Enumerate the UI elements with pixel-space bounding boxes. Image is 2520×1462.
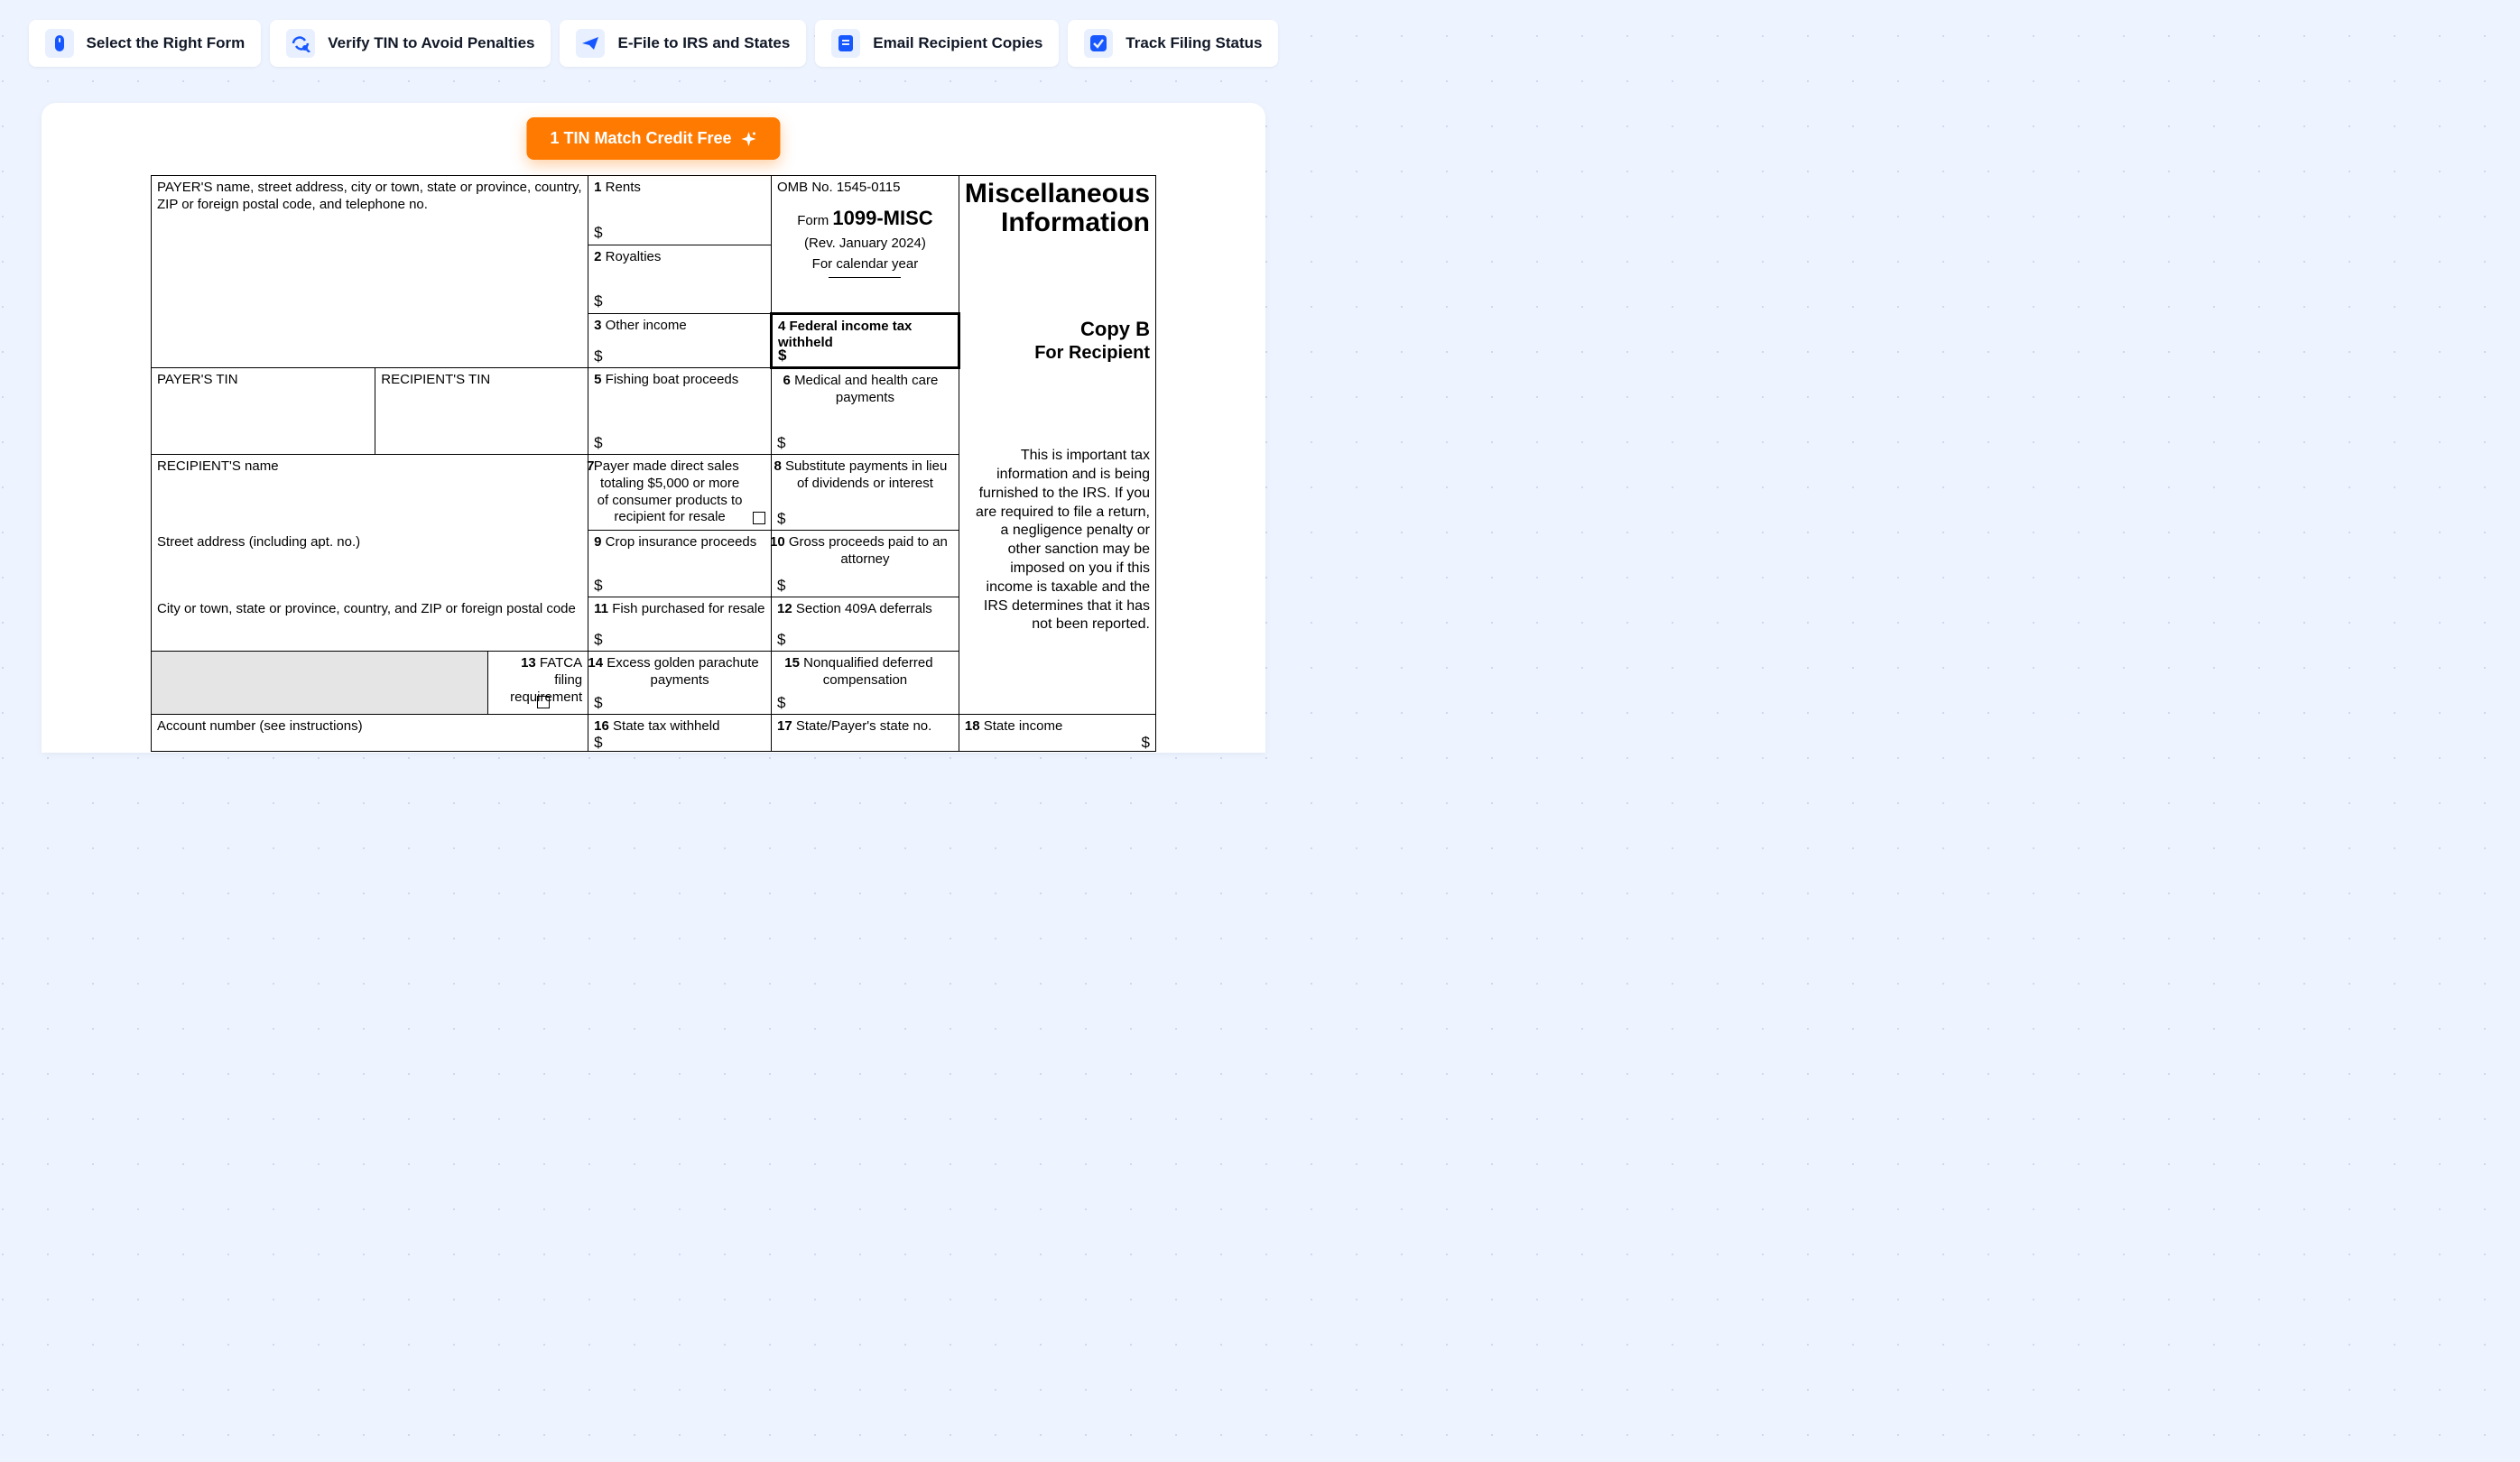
- cta-label: 1 TIN Match Credit Free: [550, 129, 731, 148]
- omb-number: OMB No. 1545-0115: [777, 180, 953, 197]
- check-icon: [1084, 29, 1113, 58]
- tab-email-copies[interactable]: Email Recipient Copies: [815, 20, 1059, 67]
- send-icon: [576, 29, 605, 58]
- box-5-label: Fishing boat proceeds: [606, 372, 739, 387]
- tab-label: Select the Right Form: [87, 34, 246, 52]
- mouse-icon: [45, 29, 74, 58]
- tab-label: Verify TIN to Avoid Penalties: [328, 34, 534, 52]
- box-15-label: Nonqualified deferred compensation: [803, 655, 932, 688]
- tab-bar: Select the Right Form Verify TIN to Avoi…: [0, 0, 1307, 67]
- recipient-tin-label: RECIPIENT'S TIN: [381, 372, 490, 387]
- box-16-label: State tax withheld: [613, 718, 719, 734]
- box-10-label: Gross proceeds paid to an attorney: [789, 534, 948, 567]
- recipient-name-label: RECIPIENT'S name: [157, 458, 279, 474]
- box-1-label: Rents: [606, 180, 641, 195]
- box-8-label: Substitute payments in lieu of dividends…: [785, 458, 947, 491]
- box-14-label: Excess golden parachute payments: [607, 655, 758, 688]
- box-6-label: Medical and health care payments: [794, 373, 938, 405]
- tab-label: Email Recipient Copies: [873, 34, 1042, 52]
- calendar-year-label: For calendar year: [777, 256, 953, 273]
- box-7-label: Payer made direct sales totaling $5,000 …: [594, 458, 743, 524]
- tab-label: Track Filing Status: [1126, 34, 1262, 52]
- for-recipient-label: For Recipient: [966, 342, 1150, 365]
- sparkle-icon: [741, 131, 757, 147]
- tab-efile[interactable]: E-File to IRS and States: [560, 20, 806, 67]
- form-revision: (Rev. January 2024): [777, 236, 953, 253]
- box-4-label: Federal income tax withheld: [778, 319, 912, 351]
- tab-label: E-File to IRS and States: [617, 34, 790, 52]
- tab-select-form[interactable]: Select the Right Form: [29, 20, 262, 67]
- box-17-label: State/Payer's state no.: [796, 718, 931, 734]
- box-12-label: Section 409A deferrals: [796, 601, 932, 616]
- shaded-empty-cell: [152, 652, 488, 715]
- box-13-checkbox[interactable]: [537, 696, 550, 708]
- document-icon: [831, 29, 860, 58]
- street-label: Street address (including apt. no.): [157, 534, 360, 550]
- box-18-label: State income: [984, 718, 1063, 734]
- box-11-label: Fish purchased for resale: [612, 601, 764, 616]
- tab-verify-tin[interactable]: Verify TIN to Avoid Penalties: [270, 20, 551, 67]
- important-tax-info: This is important tax information and is…: [965, 447, 1150, 634]
- tab-track-status[interactable]: Track Filing Status: [1068, 20, 1278, 67]
- city-label: City or town, state or province, country…: [157, 601, 576, 616]
- cta-tin-match-free[interactable]: 1 TIN Match Credit Free: [526, 117, 780, 160]
- form-1099-misc: PAYER'S name, street address, city or to…: [151, 175, 1156, 752]
- copy-label: Copy B: [966, 317, 1150, 342]
- box-3-label: Other income: [606, 318, 687, 333]
- payer-header: PAYER'S name, street address, city or to…: [157, 180, 582, 212]
- payer-tin-label: PAYER'S TIN: [157, 372, 238, 387]
- form-card: PAYER'S name, street address, city or to…: [42, 103, 1265, 753]
- box-7-checkbox[interactable]: [753, 512, 765, 524]
- box-2-label: Royalties: [606, 249, 662, 264]
- form-number: 1099-MISC: [832, 207, 932, 229]
- refresh-search-icon: [286, 29, 315, 58]
- box-9-label: Crop insurance proceeds: [606, 534, 757, 550]
- account-number-label: Account number (see instructions): [157, 718, 363, 734]
